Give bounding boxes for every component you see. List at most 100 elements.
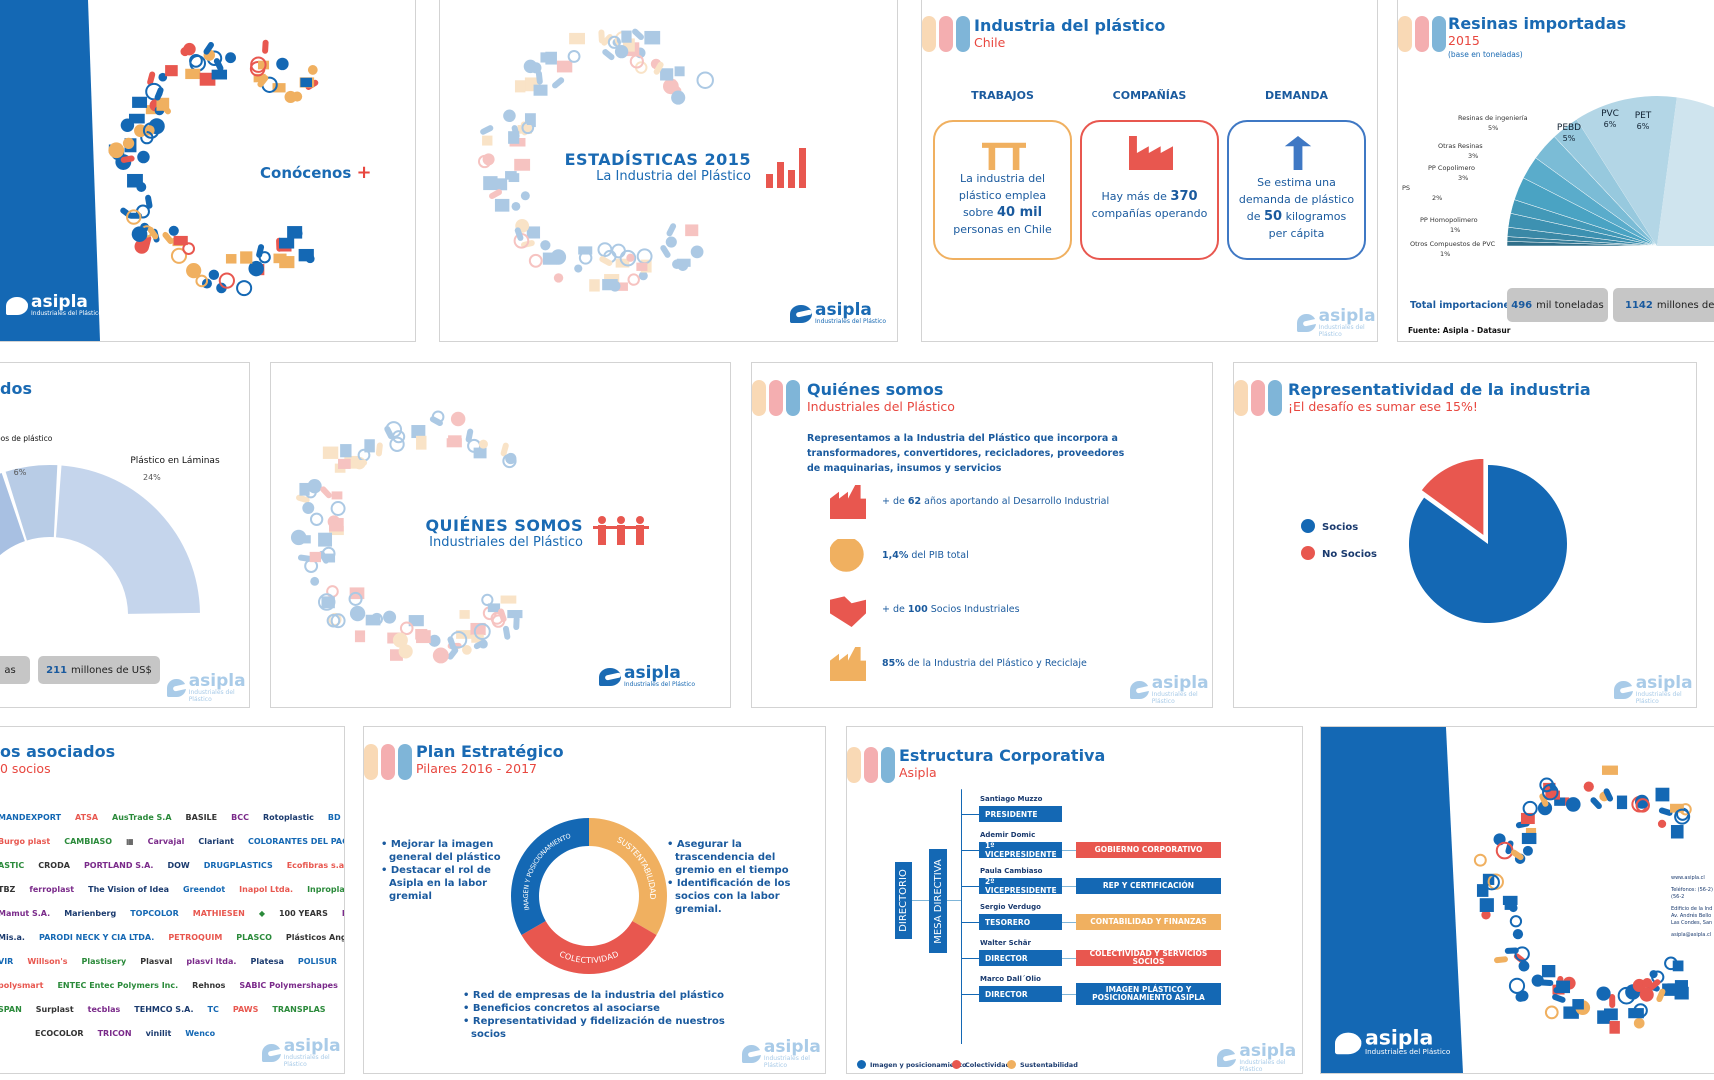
slide-resinas-importadas[interactable]: Resinas importadas 2015 (base en tonelad… [1397, 0, 1714, 342]
stat-highlight: de 50 kilogramos [1246, 209, 1347, 224]
member-logo: ENTEC Entec Polymers Inc. [57, 981, 179, 990]
slide-title: Representatividad de la industria [1288, 380, 1591, 399]
member-logo: Plasval [140, 957, 173, 966]
factory-icon [830, 647, 866, 681]
slice-label: Otras Resinas [1438, 142, 1483, 150]
logo-row: Burgo plast CAMBIASO ▦ Carvajal Clariant COLO… [0, 837, 344, 846]
member-logo: Willson's [27, 957, 68, 966]
intro-text: Representamos a la Industria del Plástic… [807, 433, 1125, 474]
header-pills [1234, 380, 1282, 416]
member-logo: AusTrade S.A [112, 813, 172, 822]
plus-icon: + [356, 162, 372, 183]
stat-text: plástico emplea [958, 189, 1047, 202]
member-logo: PETROQUIM [168, 933, 223, 942]
slice-value: 1% [1450, 226, 1460, 234]
member-logo: Greendot [183, 885, 226, 894]
bar-chart-icon [766, 148, 808, 188]
products-donut-chart: Plástico en Láminas 24% Tubos de plástico 6… [0, 434, 220, 614]
bracket-line [961, 789, 962, 1044]
member-logo: TBZ [0, 885, 16, 894]
member-logo: Clariant [198, 837, 234, 846]
conocenos-link[interactable]: Conócenos + [260, 162, 372, 183]
member-logo: Surplast [35, 1005, 74, 1014]
column-header: TRABAJOS [971, 89, 1034, 102]
slice-value: 5% [1563, 134, 1576, 143]
member-logo: ferroplast [29, 885, 75, 894]
stat-card: Se estima una demanda de plástico de 50 ki… [1227, 120, 1366, 260]
member-logo: tecblas [87, 1005, 121, 1014]
slice-value: 3% [1458, 174, 1468, 182]
summary-pill: as [0, 656, 30, 684]
bullet-item: • Destacar el rol de Asipla en la labor … [381, 865, 491, 902]
asipla-logo: asipla Industriales del Plástico [1614, 675, 1696, 705]
member-logo: VIR [0, 957, 14, 966]
slide-estadisticas[interactable]: ESTADÍSTICAS 2015 La Industria del Plást… [439, 0, 898, 342]
legend-item: Colectividad [952, 1060, 1010, 1069]
member-logo: Carvajal [147, 837, 185, 846]
slide-quienes-somos-cover[interactable]: QUIÉNES SOMOS Industriales del Plástico … [270, 362, 731, 708]
slice-label: Tubos de plástico [0, 434, 53, 443]
contact-info: www.asipla.cl Teléfonos: (56-2) (56-2 Edif… [1671, 875, 1713, 938]
slice-value: 6% [1604, 120, 1617, 129]
slide-subtitle: 0 socios [0, 761, 51, 776]
icon-collage [290, 410, 523, 664]
slice-value: 6% [14, 468, 27, 477]
slice-value: 6% [1637, 122, 1650, 131]
left-bullets: • Mejorar la imagen general del plástico… [381, 838, 511, 903]
header-pills [922, 16, 970, 52]
asipla-logo: asipla Industriales del Plástico [1130, 675, 1212, 705]
slide-subtitle: Chile [974, 35, 1006, 50]
function-box: IMAGEN PLÁSTICO Y POSICIONAMIENTO ASIPLA [1076, 983, 1221, 1005]
pillar-segment [511, 818, 589, 935]
logo-row: VIR Willson's Plastisery Plasval plasvi ltda… [0, 957, 337, 966]
logo-row: Mamut S.A. Marienberg TOPCOLOR MATHIESEN ◆ 10… [0, 909, 344, 918]
slide-title: Plan Estratégico [416, 742, 564, 761]
role-box: PRESIDENTE [979, 806, 1062, 822]
slide-title: Quiénes somos [807, 380, 944, 399]
slide-conocenos[interactable]: Conócenos + asipla Industriales del Plást… [0, 0, 416, 342]
people-icon [982, 142, 1026, 170]
asipla-logo: asipla Industriales del Plástico [1335, 1028, 1450, 1057]
stat-highlight: Hay más de 370 [1101, 189, 1198, 204]
donut-slice [55, 465, 200, 614]
stat-text: personas en Chile [953, 223, 1052, 236]
slide-plan-estrategico[interactable]: Plan Estratégico Pilares 2016 - 2017 SUS… [363, 726, 826, 1074]
slide-contacto[interactable]: www.asipla.cl Teléfonos: (56-2) (56-2 Edif… [1320, 726, 1714, 1074]
member-logo: CAMBIASO [64, 837, 113, 846]
stat-item: 1,4% del PIB total [882, 550, 969, 561]
slide-title: QUIÉNES SOMOS [425, 516, 583, 535]
legend-label: Socios [1322, 522, 1358, 533]
slide-socios-asociados[interactable]: os asociados 0 socios asipla Industriales… [0, 726, 345, 1074]
slide-industria-plastico[interactable]: Industria del plástico Chile asipla Indus… [921, 0, 1378, 342]
icon-collage [1473, 765, 1692, 1034]
mesa-directiva-box: MESA DIRECTIVA [929, 849, 947, 953]
member-logo: TC [207, 1005, 219, 1014]
member-logo: DOW [167, 861, 190, 870]
pie-slice-no-socios [1419, 456, 1486, 539]
pillar-segment [589, 818, 667, 935]
factory-icon [830, 485, 866, 519]
slide-representatividad[interactable]: Representatividad de la industria ¡El de… [1233, 362, 1697, 708]
slide-quienes-somos[interactable]: Quiénes somos Industriales del Plástico … [751, 362, 1213, 708]
column-header: DEMANDA [1265, 89, 1328, 102]
bullet-item: • Beneficios concretos al asociarse [463, 1003, 660, 1014]
slice-label: PET [1635, 111, 1652, 121]
slice-value: 24% [143, 473, 161, 482]
member-logo: BASILE [185, 813, 218, 822]
bullet-item: • Representatividad y fidelización de nu… [463, 1016, 725, 1040]
member-logo: ◆ [258, 909, 265, 918]
slide-title: Estructura Corporativa [899, 746, 1106, 765]
slide-estructura-corporativa[interactable]: Estructura Corporativa Asipla DIRECTORIO… [846, 726, 1303, 1074]
stat-text: demanda de plástico [1238, 193, 1355, 206]
slide-title: dos [0, 379, 32, 398]
member-logo: MANDEXPORT [0, 813, 62, 822]
people-icon [593, 516, 649, 545]
source: Fuente: Asipla - Datasur [1408, 326, 1511, 335]
header-pills [752, 380, 800, 416]
member-logo: The Vision of Idea [88, 885, 170, 894]
stat-text: compañías operando [1091, 207, 1208, 220]
logo-row: polysmart ENTEC Entec Polymers Inc. Rehnos… [0, 981, 344, 990]
tonnes-pill: 496 mil toneladas [1507, 288, 1608, 322]
slide-productos[interactable]: dos Plástico en Láminas 24% Tubos de plást… [0, 362, 250, 708]
